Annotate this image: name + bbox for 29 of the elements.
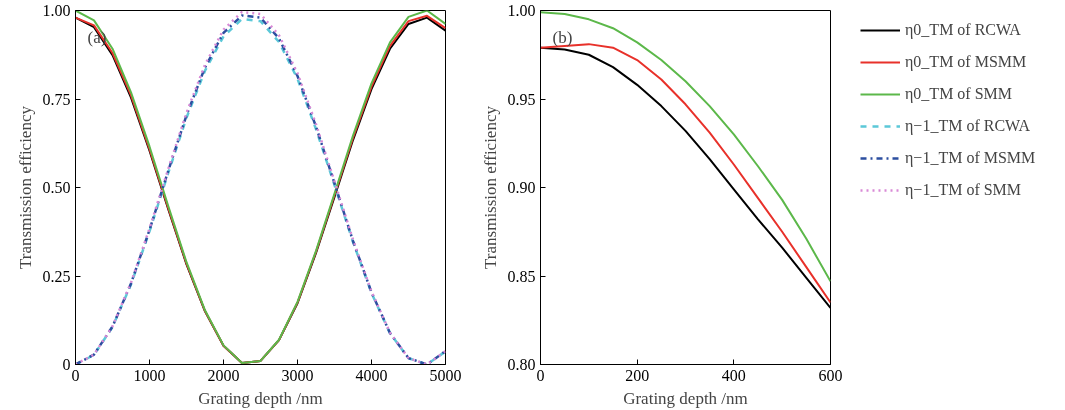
- legend-label: η−1_TM of RCWA: [905, 117, 1030, 135]
- legend-label: η−1_TM of SMM: [905, 181, 1022, 199]
- y-tick-label: 0.95: [507, 90, 536, 108]
- y-axis-title: Transmission efficiency: [480, 105, 500, 269]
- y-tick-label: 0.50: [42, 179, 71, 196]
- legend-label: η0_TM of RCWA: [905, 21, 1021, 39]
- line-series: [540, 11, 831, 283]
- x-tick-label: 600: [818, 366, 843, 384]
- x-tick-label: 3000: [281, 366, 314, 384]
- legend-label: η0_TM of MSMM: [905, 53, 1027, 71]
- x-tick-label: 2000: [207, 366, 240, 384]
- y-axis-title: Transmission efficiency: [15, 105, 35, 269]
- x-axis-title: Grating depth /nm: [198, 388, 323, 408]
- x-tick-label: 4000: [355, 366, 388, 384]
- y-tick-label: 0.80: [507, 356, 536, 373]
- y-tick-label: 0.25: [42, 267, 71, 285]
- x-axis-title: Grating depth /nm: [623, 388, 748, 408]
- x-tick-label: 5000: [429, 366, 462, 384]
- annotation: (b): [552, 27, 573, 47]
- y-tick-label: 1.00: [42, 2, 71, 19]
- legend-label: η−1_TM of MSMM: [905, 149, 1036, 167]
- y-tick-label: 0.90: [507, 179, 536, 196]
- x-tick-label: 1000: [133, 366, 166, 384]
- y-tick-label: 0.85: [507, 267, 536, 285]
- x-tick-label: 200: [625, 366, 650, 384]
- y-tick-label: 0.75: [42, 90, 71, 108]
- x-tick-label: 400: [721, 366, 746, 384]
- y-tick-label: 1.00: [507, 2, 536, 19]
- legend-label: η0_TM of SMM: [905, 85, 1013, 103]
